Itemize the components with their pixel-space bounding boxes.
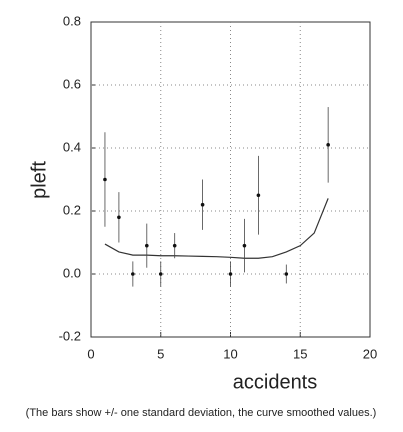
point	[103, 177, 107, 182]
x-tick-label: 0	[87, 346, 94, 361]
point	[228, 272, 233, 276]
y-tick-label: 0.0	[63, 265, 81, 280]
point	[172, 243, 177, 248]
point	[256, 193, 261, 198]
y-tick-label: -0.2	[59, 328, 81, 343]
x-tick-label: 10	[223, 346, 237, 361]
y-tick-label: 0.2	[63, 202, 81, 217]
x-tick-label: 15	[293, 346, 307, 361]
x-axis-label: accidents	[233, 371, 318, 393]
point	[145, 243, 149, 248]
y-tick-label: 0.6	[63, 76, 81, 91]
y-tick-label: 0.4	[63, 139, 81, 154]
y-tick-label: 0.8	[63, 13, 81, 28]
point	[284, 272, 289, 276]
point	[117, 215, 121, 220]
point	[242, 243, 247, 248]
point	[200, 202, 205, 207]
point	[158, 272, 163, 276]
x-tick-label: 20	[363, 346, 377, 361]
point	[326, 143, 330, 147]
smoothed-curve	[104, 198, 329, 259]
x-tick-label: 5	[157, 346, 164, 361]
point	[131, 272, 135, 276]
y-axis-label: pleft	[28, 161, 50, 199]
caption: (The bars show +/- one standard deviatio…	[26, 407, 377, 419]
